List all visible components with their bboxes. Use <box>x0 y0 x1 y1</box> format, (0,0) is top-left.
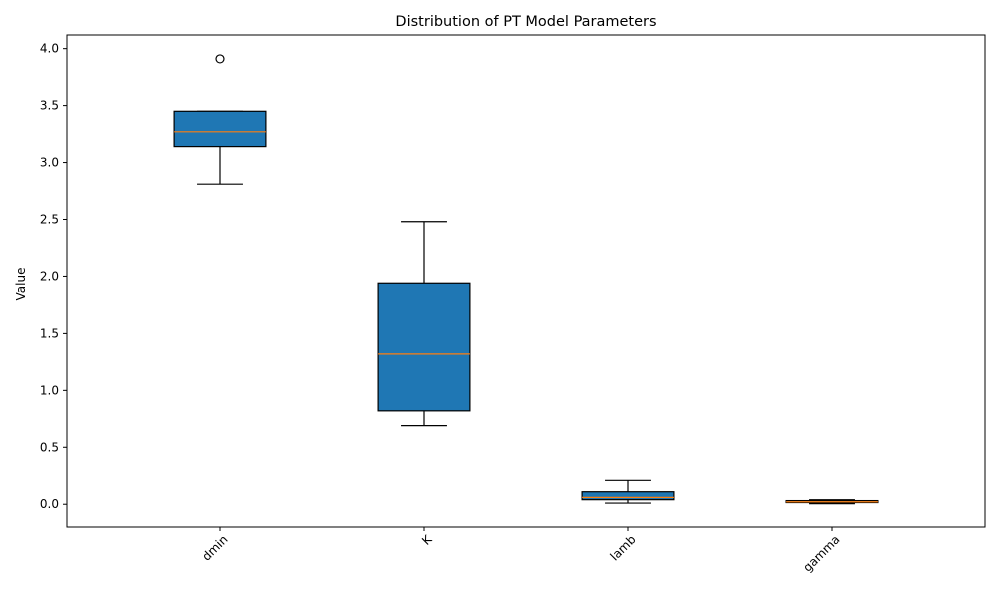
x-tick-label: dmin <box>199 532 230 563</box>
y-tick-label: 3.5 <box>40 99 59 113</box>
y-tick-label: 1.5 <box>40 326 59 340</box>
y-tick-label: 0.0 <box>40 497 59 511</box>
y-tick-label: 0.5 <box>40 440 59 454</box>
plot-frame <box>66 34 986 528</box>
y-tick-label: 2.5 <box>40 213 59 227</box>
y-axis-label: Value <box>14 268 28 301</box>
x-tick-label: lamb <box>607 532 638 563</box>
y-tick-label: 3.0 <box>40 156 59 170</box>
x-tick-label: K <box>419 532 435 548</box>
box-lamb <box>581 491 675 501</box>
box-dmin <box>173 110 267 148</box>
x-tick-label: gamma <box>800 532 842 574</box>
box-K <box>377 282 471 412</box>
outlier-point <box>215 54 225 64</box>
y-tick-label: 1.0 <box>40 383 59 397</box>
y-tick-label: 4.0 <box>40 42 59 56</box>
y-tick-label: 2.0 <box>40 269 59 283</box>
chart-title: Distribution of PT Model Parameters <box>395 14 656 30</box>
